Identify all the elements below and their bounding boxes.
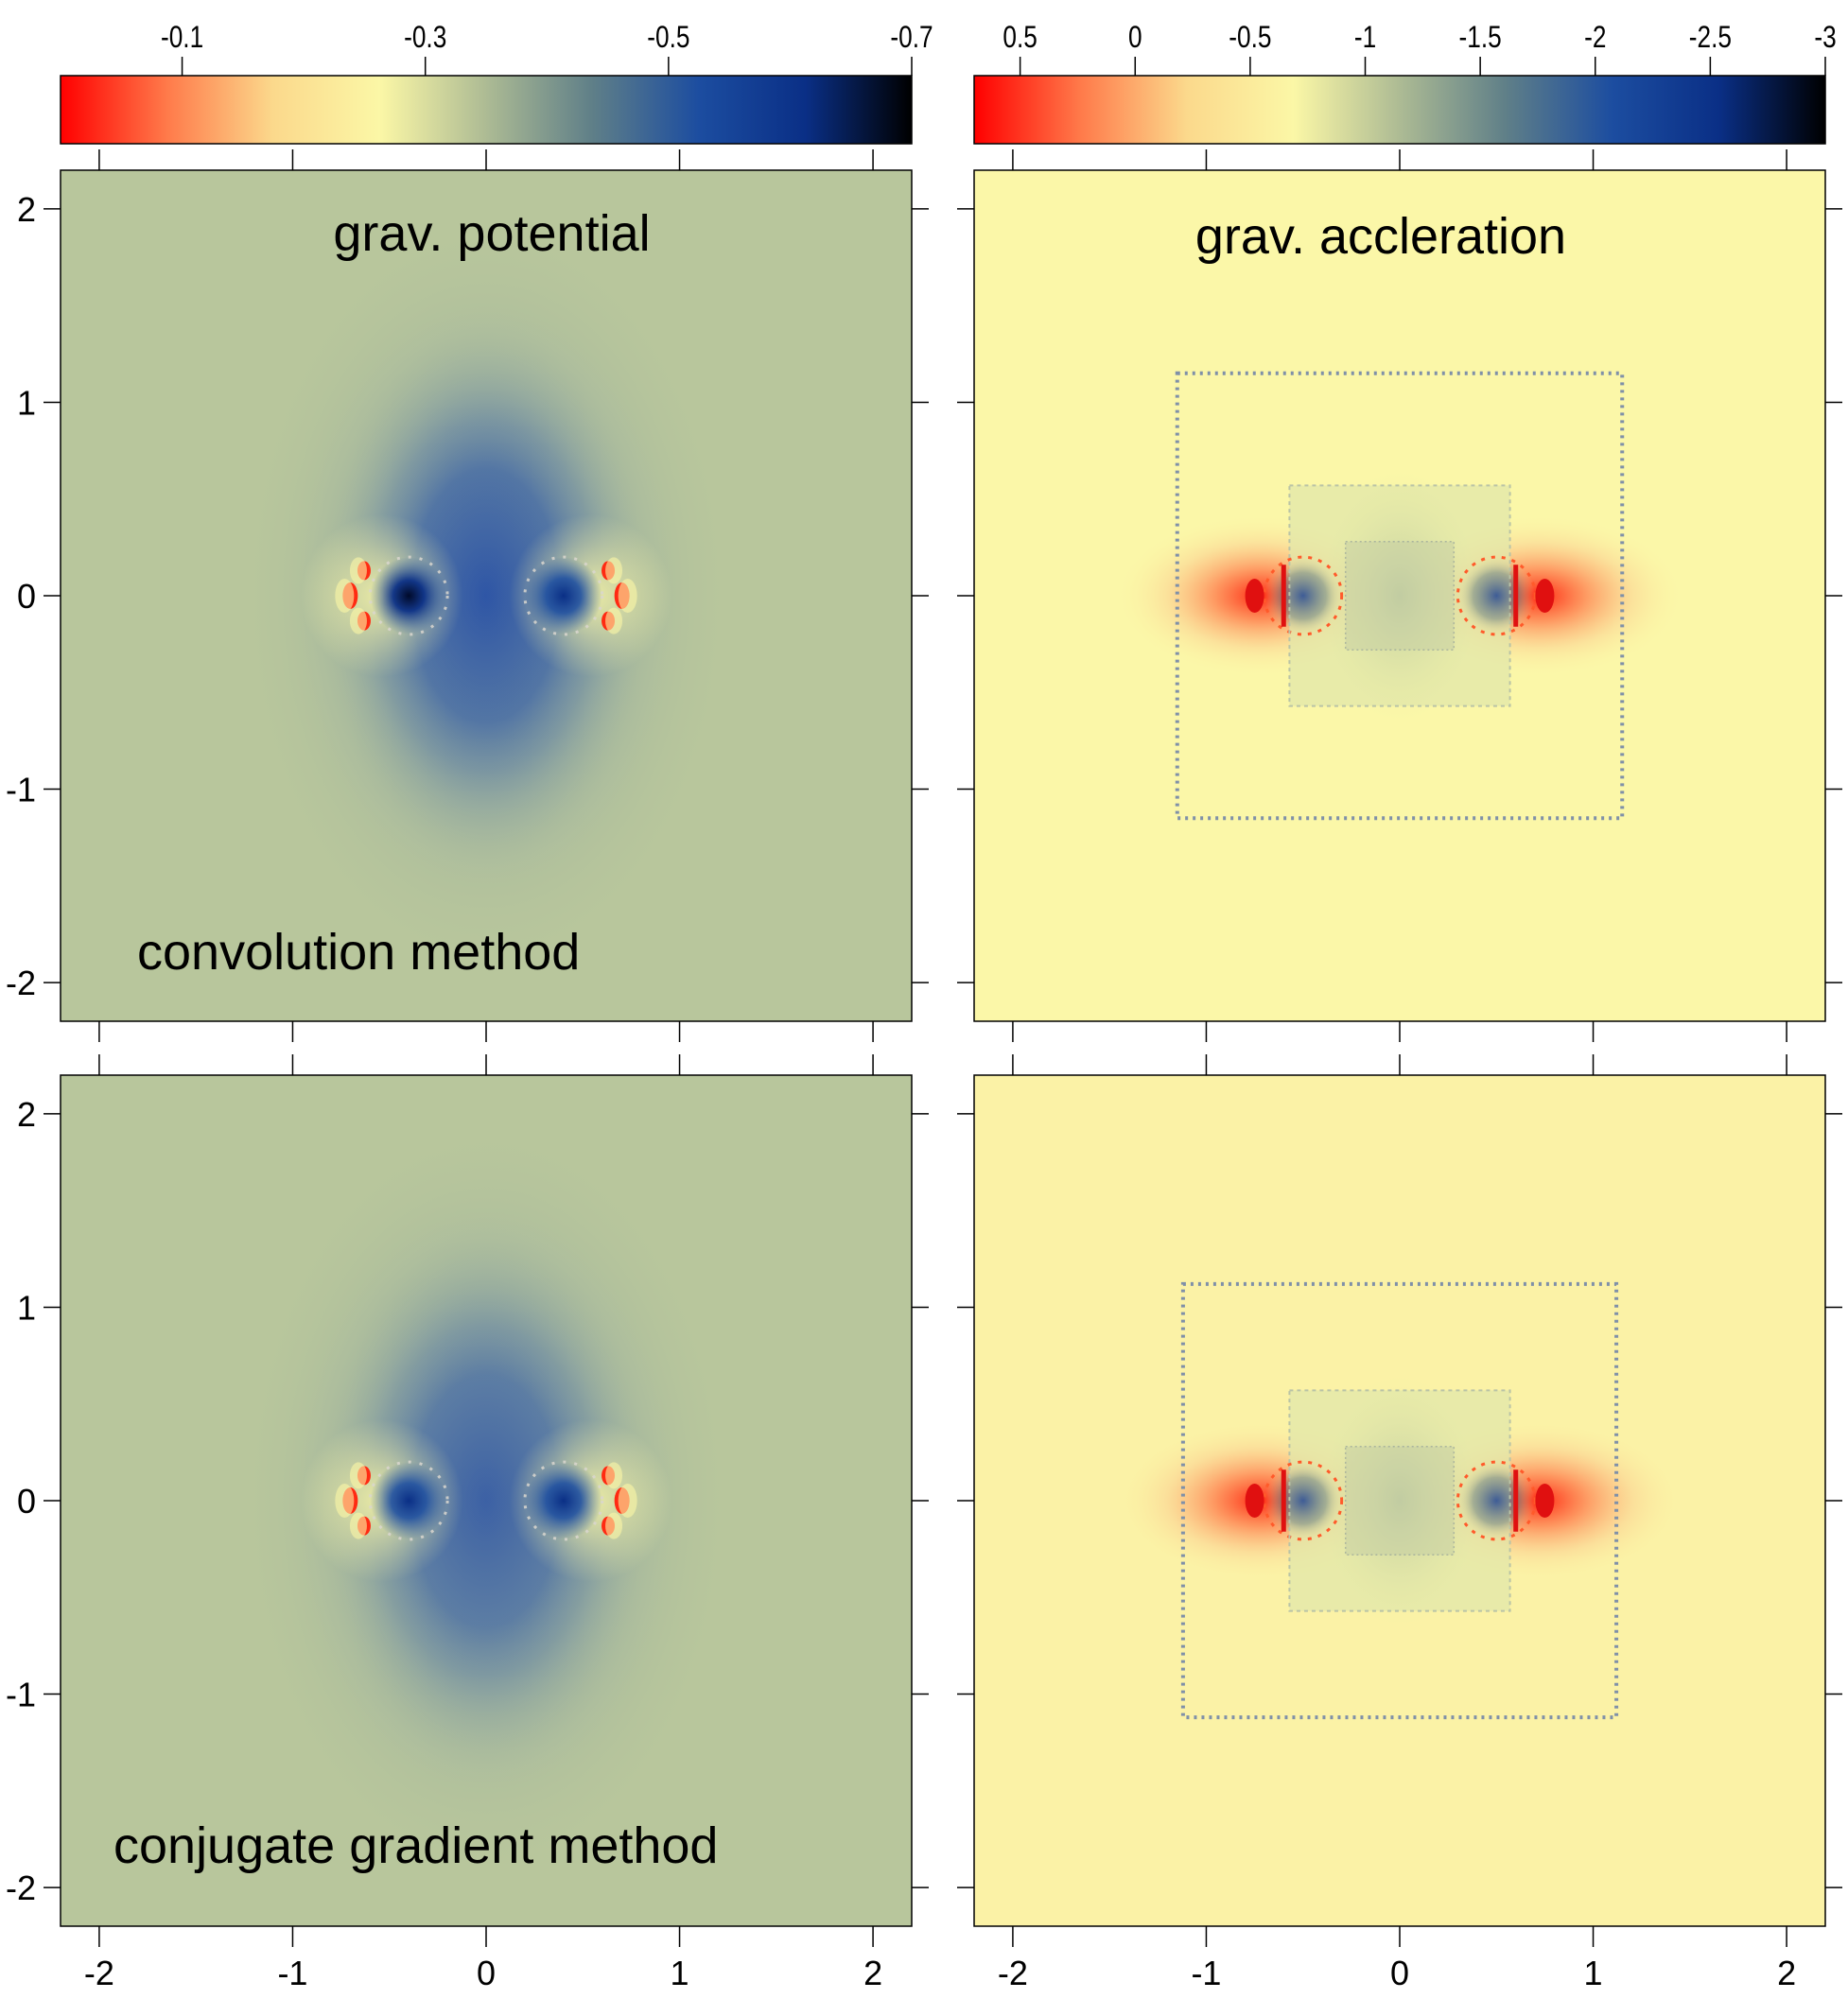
accel-ring-outline-left	[1263, 555, 1344, 636]
ytick-label: -1	[6, 1676, 36, 1714]
colorbar-tick-label: -0.3	[404, 22, 446, 55]
refinement-box-inner	[1344, 540, 1456, 652]
ytick-label: 0	[17, 1482, 36, 1521]
potential-core-left	[370, 1462, 448, 1539]
accel-hotspot-right	[1535, 1484, 1555, 1518]
colorbar	[60, 75, 913, 145]
colorbar-tick-label: -0.5	[1229, 22, 1271, 55]
colorbar-tick-label: -3	[1814, 22, 1836, 55]
ring-artifact-halo-left-0	[335, 1484, 355, 1518]
xtick-label: 1	[671, 1954, 689, 1992]
accel-ring-right	[1457, 1462, 1536, 1539]
panel-annotation: convolution method	[137, 924, 580, 981]
colorbar-tick-label: -0.1	[161, 22, 203, 55]
refinement-box-middle-outline	[1288, 484, 1511, 707]
accel-ring-outline-left	[1263, 1460, 1344, 1541]
potential-band-outer	[235, 208, 738, 983]
accel-ring-outline-right	[1456, 555, 1537, 636]
xtick-label: 0	[1390, 1954, 1409, 1992]
ytick-label: 1	[17, 383, 36, 422]
colorbar-tick-label: -1	[1354, 22, 1376, 55]
accel-hotspot-left	[1245, 579, 1264, 613]
xtick-label: 2	[863, 1954, 882, 1992]
ring-artifact-halo-right-1	[605, 557, 623, 584]
xtick-label: -1	[1191, 1954, 1221, 1992]
panel-annotation: conjugate gradient method	[113, 1817, 718, 1874]
colorbar-tick-label: 0.5	[1002, 22, 1037, 55]
xtick-label: 0	[477, 1954, 496, 1992]
ring-artifact-halo-left-1	[349, 1462, 367, 1489]
potential-core-right	[524, 1462, 602, 1539]
ring-outline-left	[368, 555, 449, 636]
accel-hotspot-left	[1245, 1484, 1264, 1518]
ring-outline-right	[523, 555, 604, 636]
colorbar	[973, 75, 1826, 145]
ring-artifact-halo-left-2	[349, 1512, 367, 1539]
ring-outline-right	[523, 1460, 604, 1541]
panel-top-right	[974, 170, 1825, 1021]
refinement-box-outer-outline	[1180, 1281, 1619, 1720]
ytick-label: 2	[17, 1095, 36, 1134]
colorbar-tick-label: -1.5	[1459, 22, 1502, 55]
accel-ring-right	[1457, 557, 1536, 634]
accel-ring-outline-right	[1456, 1460, 1537, 1541]
accel-hotspot-right	[1535, 579, 1555, 613]
panel-annotation: grav. potential	[333, 205, 650, 262]
ring-artifact-halo-left-2	[349, 607, 367, 634]
ring-artifact-halo-right-1	[605, 1462, 623, 1489]
xtick-label: 2	[1777, 1954, 1796, 1992]
colorbar-tick-label: -2	[1584, 22, 1606, 55]
potential-core-left	[370, 557, 448, 634]
potential-band-outer	[235, 1113, 738, 1888]
ytick-label: -2	[6, 964, 36, 1002]
refinement-box-outer-outline	[1175, 371, 1625, 821]
potential-core-right	[524, 557, 602, 634]
ytick-label: -2	[6, 1869, 36, 1907]
colorbar-tick-label: -0.7	[890, 22, 933, 55]
panel-bottom-left	[61, 1075, 912, 1926]
accel-ring-left	[1264, 1462, 1342, 1539]
colorbar-tick-label: -2.5	[1689, 22, 1732, 55]
ytick-label: 2	[17, 190, 36, 229]
xtick-label: -1	[277, 1954, 307, 1992]
ytick-label: -1	[6, 771, 36, 809]
ring-artifact-halo-right-0	[618, 1484, 637, 1518]
refinement-box-inner	[1344, 1445, 1456, 1556]
xtick-label: 1	[1584, 1954, 1603, 1992]
ring-artifact-halo-right-2	[605, 1512, 623, 1539]
refinement-box-middle-outline	[1288, 1389, 1511, 1612]
colorbar-tick-label: -0.5	[647, 22, 689, 55]
panel-top-left	[61, 170, 912, 1021]
xtick-label: -2	[84, 1954, 114, 1992]
ytick-label: 1	[17, 1288, 36, 1327]
ring-artifact-halo-right-2	[605, 607, 623, 634]
ring-outline-left	[368, 1460, 449, 1541]
ring-artifact-halo-right-0	[618, 579, 637, 613]
xtick-label: -2	[998, 1954, 1028, 1992]
ytick-label: 0	[17, 577, 36, 616]
ring-artifact-halo-left-0	[335, 579, 355, 613]
panel-bottom-right	[974, 1075, 1825, 1926]
ring-artifact-halo-left-1	[349, 557, 367, 584]
panel-annotation: grav. accleration	[1195, 208, 1566, 265]
colorbar-tick-label: 0	[1128, 22, 1142, 55]
accel-ring-left	[1264, 557, 1342, 634]
